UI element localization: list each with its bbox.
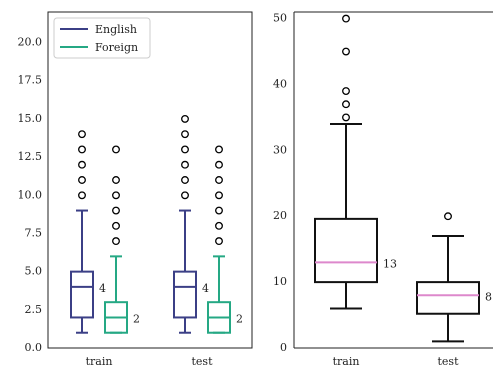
right-train-outlier [342, 14, 350, 23]
english-test-outlier [181, 191, 189, 200]
foreign-test-outlier [215, 206, 223, 215]
legend-label-foreign: Foreign [95, 41, 138, 54]
foreign-train-outlier [112, 145, 120, 154]
english-test-box [173, 270, 197, 319]
right-train-outlier [342, 47, 350, 56]
english-test-outlier [181, 176, 189, 184]
foreign-train-outlier [112, 206, 120, 215]
foreign-train-median-label: 2 [133, 312, 140, 325]
foreign-train-outlier [112, 237, 120, 246]
english-test-outlier [181, 145, 189, 154]
right-test-median-label: 8 [485, 290, 492, 303]
left-axes-frame [47, 11, 253, 349]
left-y-tick-label: 20.0 [18, 36, 43, 49]
right-train-outlier [342, 87, 350, 96]
right-train-median-label: 13 [383, 257, 397, 270]
foreign-test-outlier [215, 160, 223, 169]
left-x-tick-label: test [192, 355, 214, 367]
english-train-outlier [78, 130, 86, 139]
left-y-tick-label: 12.5 [18, 150, 43, 163]
right-y-tick-label: 10 [273, 275, 287, 288]
foreign-test-outlier [215, 145, 223, 154]
legend: English Foreign [53, 17, 151, 59]
right-train-outlier [342, 113, 350, 122]
left-y-tick-label: 2.5 [25, 303, 43, 316]
left-y-tick-label: 7.5 [25, 226, 43, 239]
english-train-box [70, 270, 94, 319]
right-test-box [416, 281, 480, 315]
english-test-median-label: 4 [202, 282, 209, 295]
foreign-train-outlier [112, 191, 120, 200]
english-train-outlier [78, 160, 86, 169]
english-test-outlier [181, 114, 189, 123]
right-test-outlier [444, 212, 452, 221]
english-test-outlier [181, 160, 189, 169]
right-y-tick-label: 50 [273, 12, 287, 25]
right-train-box [314, 217, 378, 284]
right-y-tick-label: 0 [280, 341, 287, 354]
left-y-tick-label: 10.0 [18, 188, 43, 201]
english-train-outlier [78, 191, 86, 200]
right-boxplot: 0 10 20 30 40 50 train test 13 8 [273, 11, 493, 367]
foreign-test-outlier [215, 221, 223, 230]
english-train-outlier [78, 145, 86, 154]
left-y-tick-label: 17.5 [18, 74, 43, 87]
english-test-outlier [181, 130, 189, 139]
right-x-tick-label: test [438, 355, 460, 367]
right-x-tick-label: train [333, 355, 360, 367]
foreign-train-outlier [112, 176, 120, 184]
left-y-tick-label: 0.0 [25, 341, 43, 354]
right-y-tick-label: 20 [273, 209, 287, 222]
right-y-tick-label: 40 [273, 77, 287, 90]
english-train-median-label: 4 [99, 282, 106, 295]
foreign-test-median-label: 2 [236, 312, 243, 325]
left-x-tick-label: train [86, 355, 113, 367]
foreign-test-outlier [215, 191, 223, 200]
left-y-tick-label: 15.0 [18, 112, 43, 125]
right-train-outlier [342, 100, 350, 109]
foreign-test-outlier [215, 176, 223, 184]
legend-label-english: English [95, 23, 137, 36]
foreign-train-outlier [112, 221, 120, 230]
foreign-test-outlier [215, 237, 223, 246]
left-y-tick-label: 5.0 [25, 265, 43, 278]
english-train-outlier [78, 176, 86, 184]
left-boxplot: 0.0 2.5 5.0 7.5 10.0 12.5 15.0 17.5 20.0 train tes… [18, 11, 253, 367]
right-y-tick-label: 30 [273, 143, 287, 156]
